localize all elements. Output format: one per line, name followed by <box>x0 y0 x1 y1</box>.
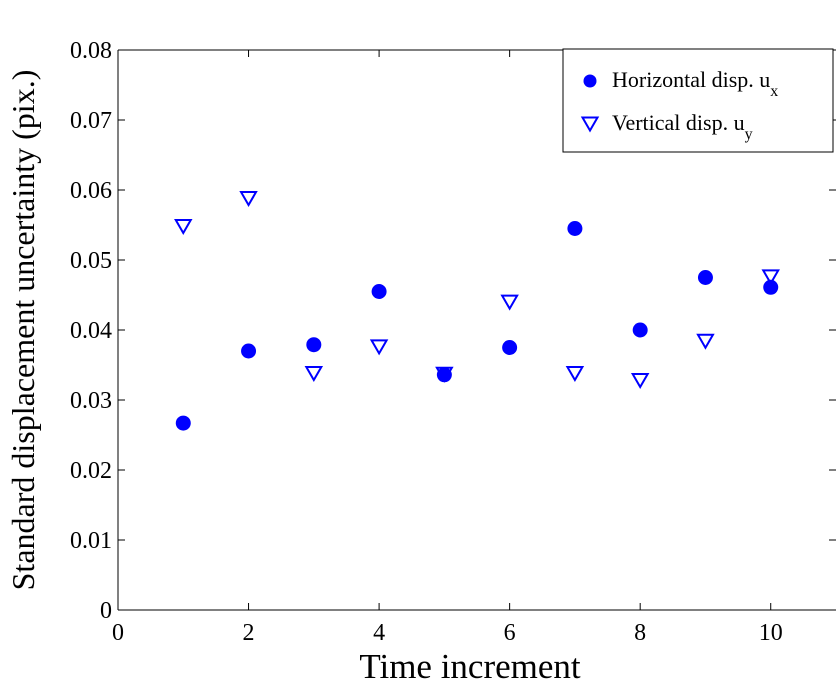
ticks: 0 2 4 6 8 10 0 0.01 0.02 0.03 0.04 0.05 0.06 0.07 0.08 <box>70 38 836 646</box>
y-tick-label: 0.07 <box>70 108 112 134</box>
data-markers <box>174 191 780 431</box>
x-axis-label: Time increment <box>359 647 581 686</box>
horizontal-disp-point <box>175 415 191 431</box>
vertical-disp-point <box>304 366 324 383</box>
vertical-disp-point <box>696 333 715 350</box>
horizontal-disp-point <box>436 367 452 383</box>
horizontal-disp-point <box>632 322 648 338</box>
vertical-disp-point <box>500 294 519 311</box>
y-tick-label: 0.03 <box>70 388 112 414</box>
legend-marker-horizontal <box>583 74 597 88</box>
y-axis-label: Standard displacement uncertainty (pix.) <box>5 70 41 591</box>
y-tick-label: 0.05 <box>70 248 112 274</box>
x-tick-label: 4 <box>373 620 385 646</box>
vertical-disp-point <box>174 219 193 236</box>
vertical-disp-point <box>630 373 650 390</box>
y-tick-label: 0.01 <box>70 528 112 554</box>
vertical-disp-point <box>761 269 780 286</box>
x-tick-label: 8 <box>634 620 646 646</box>
y-tick-label: 0.04 <box>70 318 112 344</box>
x-tick-label: 2 <box>243 620 255 646</box>
x-tick-label: 10 <box>759 620 783 646</box>
legend-box <box>562 48 834 153</box>
vertical-disp-point <box>369 339 389 356</box>
horizontal-disp-point <box>502 340 518 355</box>
x-tick-label: 6 <box>504 620 516 646</box>
y-tick-label: 0.02 <box>70 458 112 484</box>
y-tick-label: 0.08 <box>70 38 112 64</box>
y-tick-label: 0 <box>100 598 112 624</box>
vertical-disp-point <box>565 366 585 383</box>
horizontal-disp-point <box>306 337 322 353</box>
horizontal-disp-point <box>697 270 713 285</box>
horizontal-disp-point <box>763 279 779 295</box>
vertical-disp-point <box>435 366 454 383</box>
x-tick-label: 0 <box>112 620 124 646</box>
legend-label-horizontal: Horizontal disp. ux <box>612 67 778 100</box>
horizontal-disp-point <box>241 343 257 359</box>
legend: Horizontal disp. ux Vertical disp. uy <box>562 48 834 153</box>
legend-marker-vertical <box>580 116 600 133</box>
y-tick-label: 0.06 <box>70 178 112 204</box>
horizontal-disp-point <box>371 284 387 299</box>
legend-label-vertical: Vertical disp. uy <box>612 110 753 143</box>
horizontal-disp-point <box>567 221 583 236</box>
vertical-disp-point <box>239 191 258 208</box>
